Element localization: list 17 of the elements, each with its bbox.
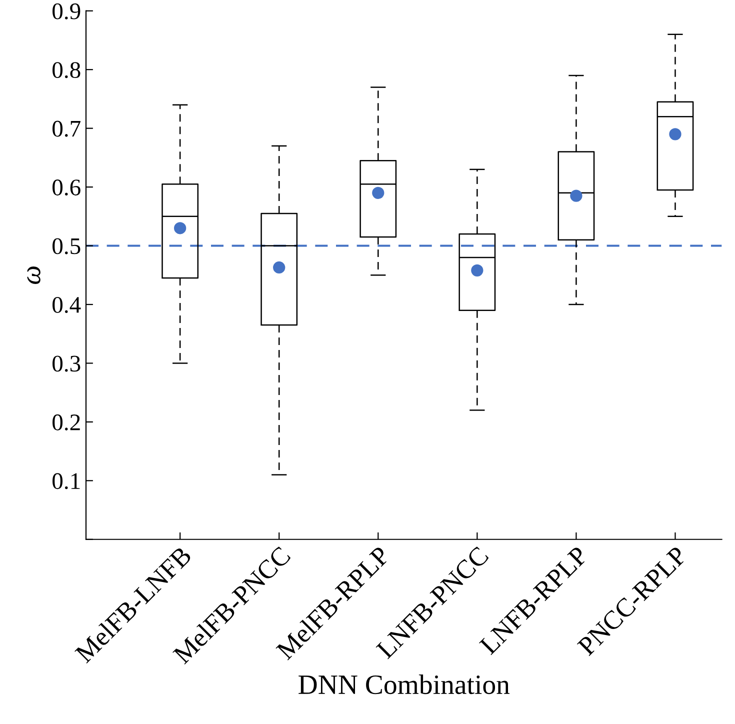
point bbox=[570, 190, 582, 202]
point bbox=[471, 264, 484, 276]
point bbox=[669, 128, 682, 140]
y-axis-title: ω bbox=[27, 266, 40, 284]
point bbox=[174, 222, 186, 234]
point bbox=[372, 186, 384, 199]
y-tick-label: 0.1 bbox=[52, 473, 80, 490]
x-axis-title: DNN Combination bbox=[298, 674, 510, 694]
y-tick-label: 0.4 bbox=[52, 296, 81, 314]
y-tick-label: 0.5 bbox=[52, 238, 80, 254]
y-tick-label: 0.7 bbox=[52, 120, 80, 137]
y-tick-label: 0.6 bbox=[52, 180, 80, 196]
y-tick-label: 0.3 bbox=[52, 356, 80, 372]
y-tick-label: 0.9 bbox=[52, 3, 80, 20]
y-tick-label: 0.8 bbox=[52, 62, 80, 78]
y-tick-label: 0.2 bbox=[52, 414, 80, 430]
point bbox=[273, 261, 286, 274]
